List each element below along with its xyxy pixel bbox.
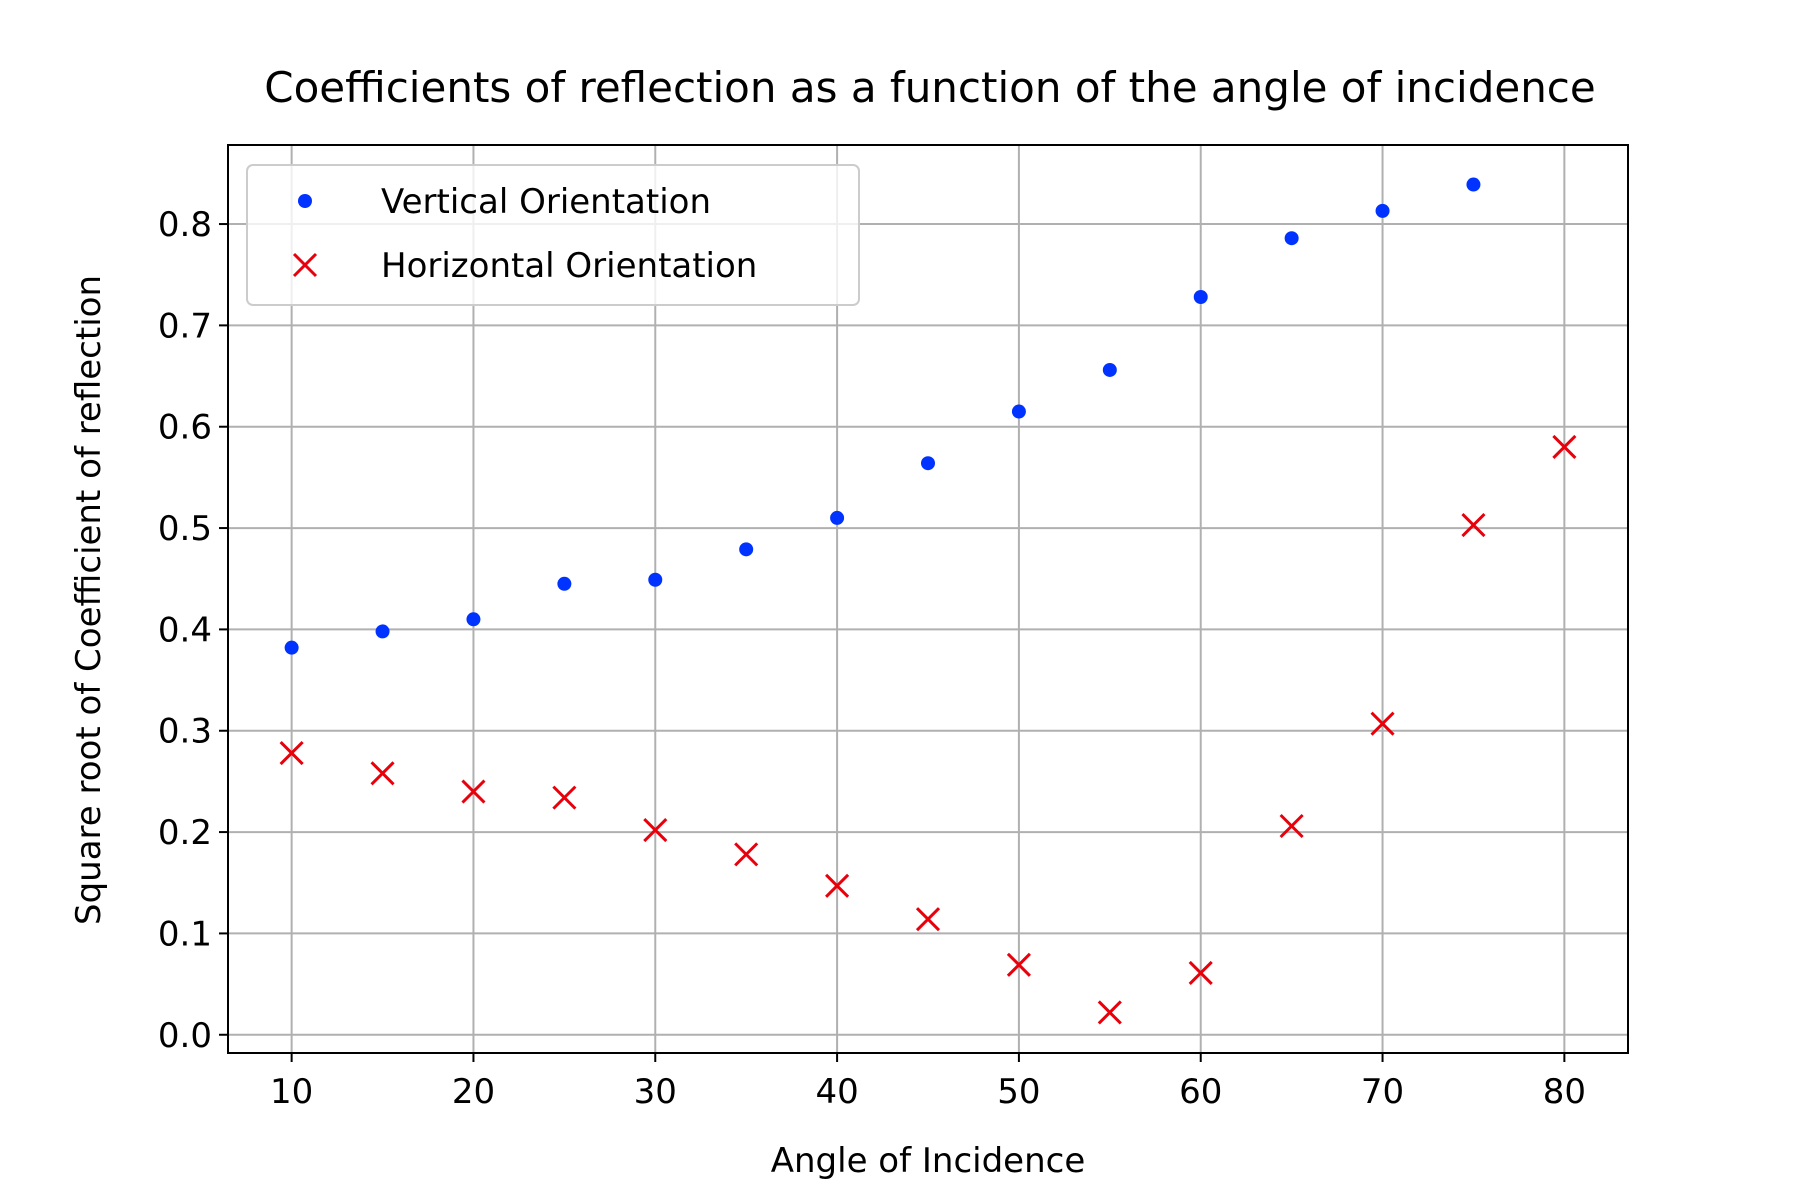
vertical-orientation-point: [466, 612, 481, 627]
horizontal-orientation-point: [915, 907, 941, 932]
legend-box: [246, 164, 860, 306]
y-tick-label: 0.0: [158, 1016, 212, 1056]
horizontal-orientation-point: [1188, 960, 1213, 986]
x-tick-label: 60: [1179, 1072, 1222, 1112]
y-tick-label: 0.6: [158, 408, 212, 448]
horizontal-orientation-point: [1370, 711, 1395, 736]
vertical-orientation-point: [739, 542, 754, 557]
y-axis-label: Square root of Coefficient of reflection: [69, 275, 109, 925]
x-tick-label: 10: [270, 1072, 313, 1112]
y-tick-label: 0.2: [158, 813, 212, 853]
y-tick-label: 0.8: [158, 205, 212, 245]
horizontal-orientation-point: [643, 817, 668, 843]
horizontal-orientation-point: [1006, 952, 1031, 977]
x-axis-ticks: 10 20 30 40 50 60 70 80: [270, 1053, 1586, 1112]
vertical-orientation-point: [921, 456, 935, 471]
legend-markers: [292, 194, 318, 278]
x-tick-label: 20: [452, 1072, 495, 1112]
horizontal-orientation-point: [825, 873, 850, 898]
x-tick-label: 50: [997, 1072, 1040, 1112]
vertical-orientation-point: [1375, 203, 1390, 218]
horizontal-orientation-point: [370, 761, 395, 786]
y-tick-label: 0.4: [158, 610, 212, 650]
vertical-orientation-point: [1284, 231, 1299, 246]
legend: Vertical Orientation Horizontal Orientat…: [246, 164, 860, 306]
y-axis-ticks: 0.0 0.1 0.2 0.3 0.4 0.5 0.6 0.7 0.8: [158, 205, 228, 1056]
y-tick-label: 0.1: [158, 914, 212, 954]
y-tick-label: 0.5: [158, 509, 212, 549]
chart-title: Coefficients of reflection as a function…: [264, 63, 1596, 112]
x-tick-label: 40: [815, 1072, 858, 1112]
x-tick-label: 30: [634, 1072, 677, 1112]
x-axis-label: Angle of Incidence: [771, 1141, 1086, 1181]
vertical-orientation-point: [830, 510, 845, 525]
horizontal-orientation-point: [1552, 434, 1577, 460]
vertical-orientation-point: [1193, 290, 1208, 305]
horizontal-orientation-point: [1461, 512, 1486, 538]
horizontal-orientation-point: [734, 842, 759, 867]
legend-marker-vertical: [298, 194, 312, 208]
x-tick-label: 70: [1361, 1072, 1404, 1112]
vertical-orientation-point: [1466, 177, 1481, 192]
y-tick-label: 0.3: [158, 712, 212, 752]
plot-frame: [227, 144, 1629, 1054]
vertical-orientation-point: [375, 624, 390, 639]
vertical-orientation-point: [648, 572, 663, 587]
vertical-orientation-point: [1102, 362, 1117, 377]
horizontal-orientation-point: [1279, 813, 1304, 839]
legend-label-horizontal: Horizontal Orientation: [381, 246, 757, 286]
horizontal-orientation-point: [1097, 1000, 1122, 1025]
vertical-orientation-point: [284, 640, 299, 655]
vertical-orientation-point: [1011, 404, 1026, 419]
horizontal-orientation-point: [279, 740, 304, 766]
x-tick-label: 80: [1543, 1072, 1586, 1112]
legend-marker-horizontal: [292, 252, 318, 278]
legend-label-vertical: Vertical Orientation: [381, 182, 711, 222]
vertical-orientation-point: [557, 576, 572, 591]
horizontal-orientation-point: [461, 779, 486, 804]
y-tick-label: 0.7: [158, 306, 212, 346]
horizontal-orientation-point: [552, 785, 577, 810]
data-marks: [279, 177, 1577, 1025]
